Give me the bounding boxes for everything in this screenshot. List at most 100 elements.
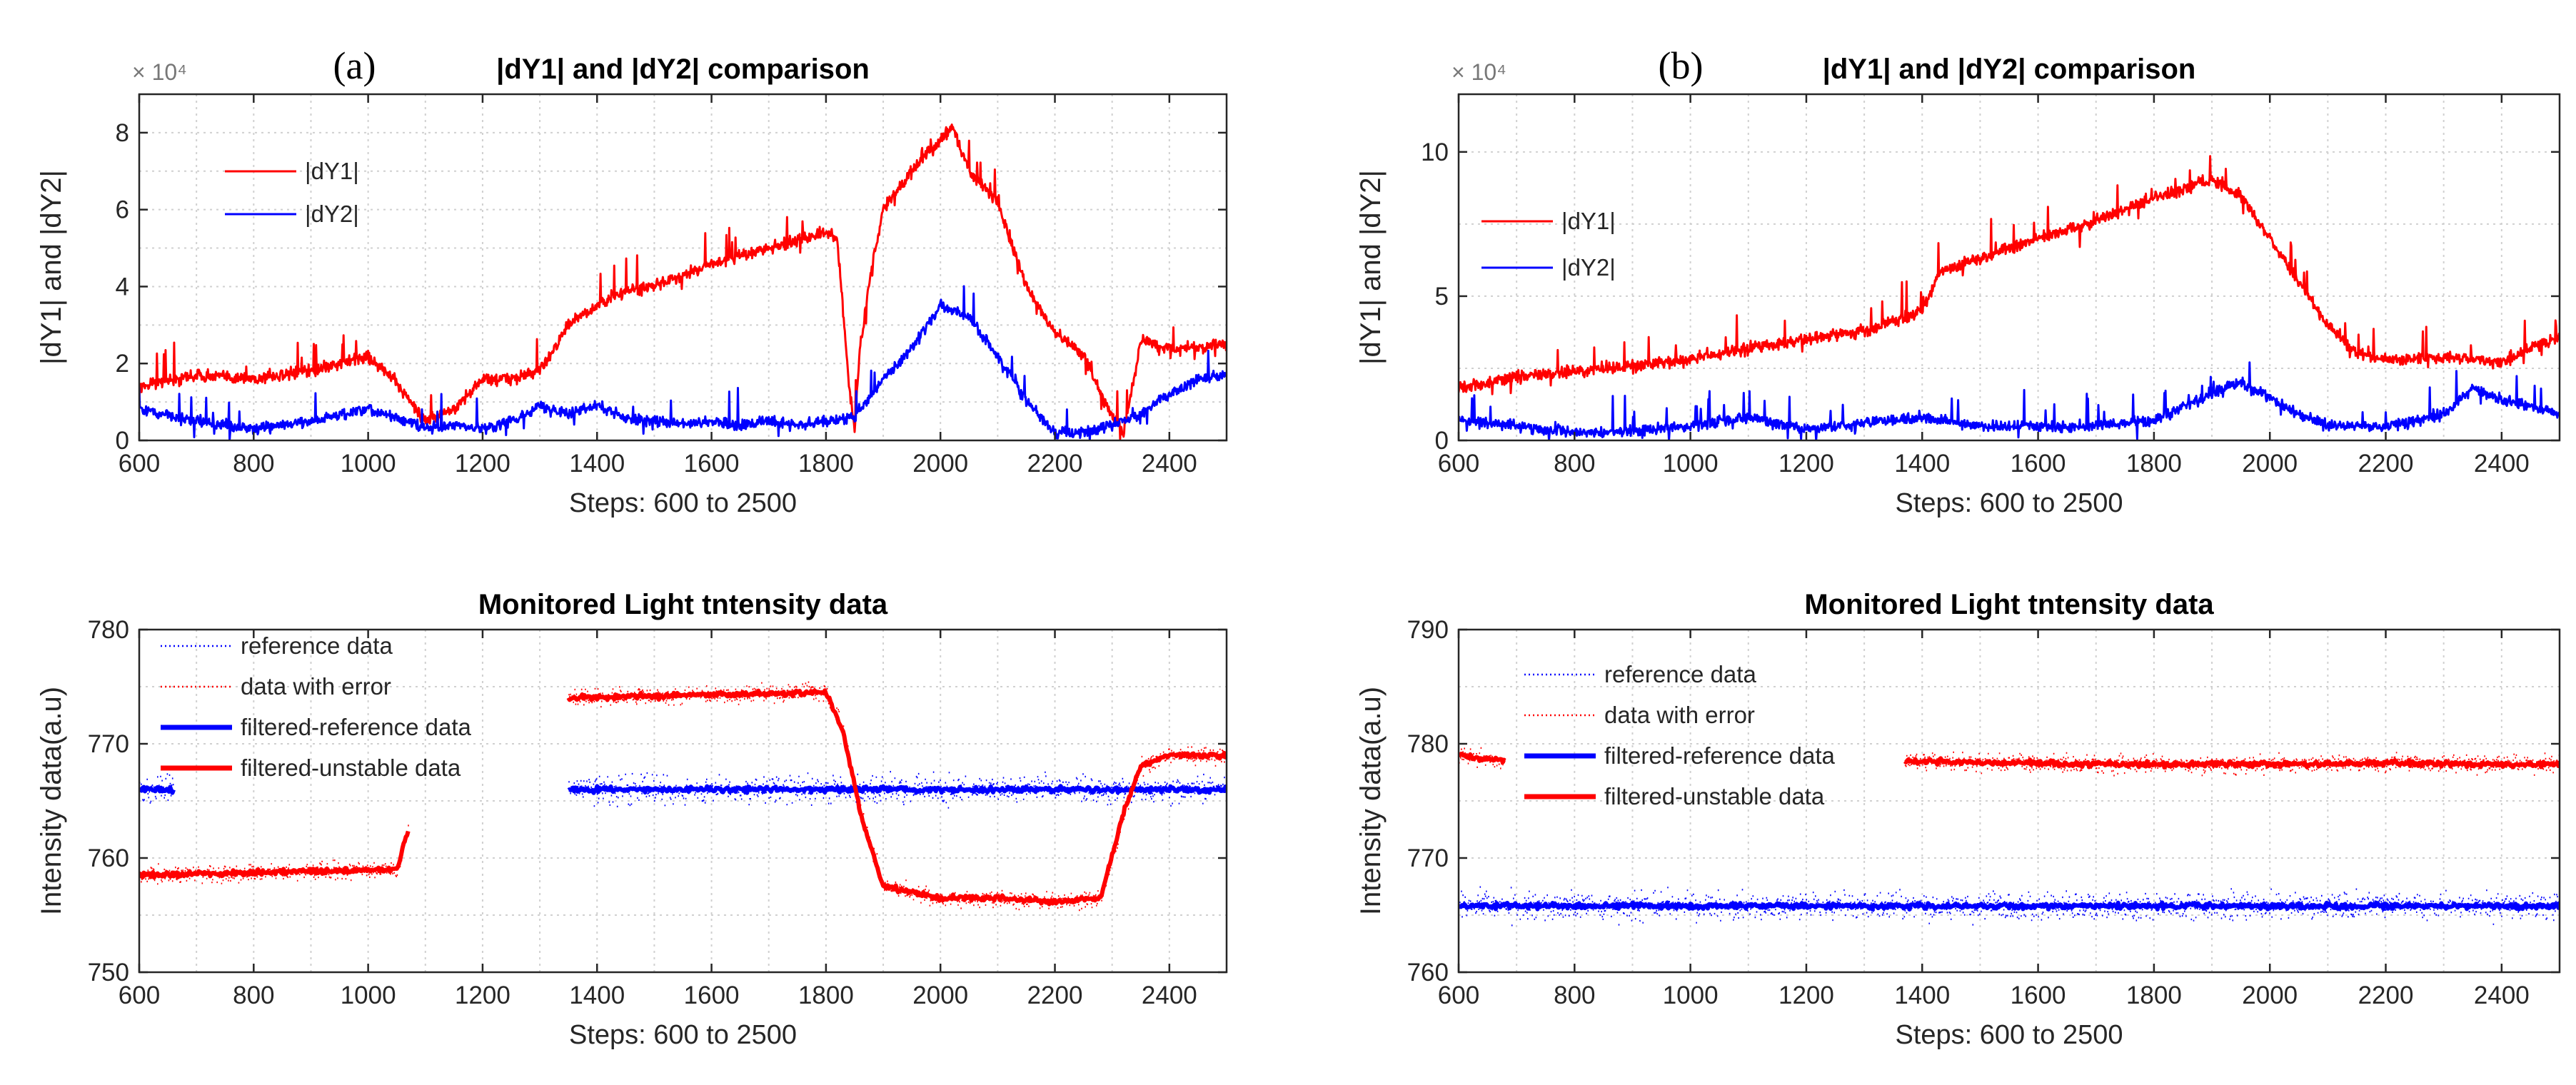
x-tick-label: 600 <box>119 450 160 478</box>
y-tick-label: 5 <box>1435 283 1449 311</box>
y-tick-label: 2 <box>116 350 129 378</box>
series-group <box>1459 747 2560 927</box>
legend-label: |dY1| <box>305 158 359 184</box>
legend-label: |dY2| <box>305 201 359 227</box>
panel-label: (b) <box>1659 44 1704 87</box>
y-tick-label: 750 <box>88 959 129 986</box>
legend: |dY1| |dY2| <box>225 158 359 227</box>
x-tick-label: 1800 <box>2126 450 2182 478</box>
y-tick-label: 780 <box>1407 730 1449 758</box>
x-tick-label: 600 <box>1438 450 1479 478</box>
x-tick-label: 2400 <box>2474 450 2530 478</box>
chart-a-top: 600 800 1000 1200 1400 1600 1800 2000 2200 2400 0 2… <box>36 44 1228 518</box>
x-tick-label: 800 <box>233 450 274 478</box>
y-axis-label: |dY1| and |dY2| <box>36 170 67 365</box>
chart-b-top: 600 800 1000 1200 1400 1600 1800 2000 2200 2400 0 5… <box>1355 44 2561 518</box>
legend-label: data with error <box>241 673 391 700</box>
y-tick-label: 760 <box>1407 959 1449 986</box>
x-tick-label: 1600 <box>684 981 740 1009</box>
y-tick-label: 780 <box>88 616 129 644</box>
series-dy2 <box>139 285 1227 440</box>
x-tick-label: 1000 <box>1663 981 1719 1009</box>
legend: reference data data with error filtered-re… <box>1524 661 1835 809</box>
legend: reference data data with error filtered-re… <box>161 632 471 781</box>
chart-b-bottom: 600 800 1000 1200 1400 1600 1800 2000 2200 2400 76… <box>1355 589 2561 1050</box>
y-axis-label: Intensity data(a.u) <box>36 687 67 915</box>
y-tick-label: 4 <box>116 273 129 301</box>
x-tick-label: 1200 <box>1778 981 1834 1009</box>
x-tick-label: 600 <box>1438 981 1479 1009</box>
x-tick-label: 1400 <box>569 450 625 478</box>
chart-title: Monitored Light tntensity data <box>1804 589 2214 620</box>
x-tick-label: 1000 <box>341 450 396 478</box>
x-tick-label: 1000 <box>1663 450 1719 478</box>
x-tick-label: 1000 <box>341 981 396 1009</box>
x-tick-label: 2000 <box>2242 981 2298 1009</box>
legend-label: filtered-unstable data <box>241 755 461 781</box>
x-tick-label: 1200 <box>1778 450 1834 478</box>
x-tick-label: 2200 <box>1027 450 1083 478</box>
x-tick-label: 2400 <box>1142 450 1197 478</box>
series-group <box>1459 155 2560 440</box>
x-axis-label: Steps: 600 to 2500 <box>1895 488 2123 518</box>
legend-label: filtered-unstable data <box>1604 783 1825 809</box>
y-tick-label: 0 <box>116 427 129 455</box>
x-tick-label: 1800 <box>2126 981 2182 1009</box>
y-tick-label: 770 <box>88 730 129 758</box>
series-filtered-unstable-data <box>566 688 1227 907</box>
legend-label: reference data <box>241 632 393 659</box>
x-tick-label: 1200 <box>455 981 510 1009</box>
y-tick-label: 8 <box>116 119 129 147</box>
x-tick-label: 1600 <box>684 450 740 478</box>
legend-label: |dY2| <box>1561 254 1616 281</box>
legend-label: filtered-reference data <box>1604 742 1835 769</box>
x-tick-label: 2200 <box>2358 981 2414 1009</box>
x-tick-label: 2200 <box>2358 450 2414 478</box>
series-filtered-reference-data <box>567 784 1227 795</box>
x-axis-label: Steps: 600 to 2500 <box>569 1020 797 1050</box>
chart-title: |dY1| and |dY2| comparison <box>496 54 870 85</box>
x-tick-label: 1800 <box>798 450 854 478</box>
x-tick-label: 800 <box>233 981 274 1009</box>
y-tick-label: 790 <box>1407 616 1449 644</box>
y-tick-label: 770 <box>1407 844 1449 872</box>
series-filtered-unstable-data <box>1903 756 2560 770</box>
x-tick-label: 600 <box>119 981 160 1009</box>
y-multiplier: × 10⁴ <box>132 59 187 85</box>
y-multiplier: × 10⁴ <box>1451 59 1506 85</box>
x-axis-label: Steps: 600 to 2500 <box>569 488 797 518</box>
x-tick-label: 2000 <box>912 981 968 1009</box>
legend-label: data with error <box>1604 702 1755 728</box>
legend-label: |dY1| <box>1561 208 1616 234</box>
x-tick-label: 1400 <box>569 981 625 1009</box>
x-tick-label: 2000 <box>2242 450 2298 478</box>
series-filtered-unstable-data <box>1459 752 1506 764</box>
x-tick-label: 1400 <box>1894 981 1950 1009</box>
y-tick-label: 760 <box>88 844 129 872</box>
axes-box <box>1457 93 2561 442</box>
x-tick-label: 2000 <box>912 450 968 478</box>
y-tick-label: 0 <box>1435 427 1449 455</box>
axes-box <box>1457 628 2561 974</box>
legend-label: filtered-reference data <box>241 714 471 740</box>
x-tick-label: 1600 <box>2011 450 2066 478</box>
series-group <box>139 123 1227 440</box>
y-axis-label: |dY1| and |dY2| <box>1355 170 1387 365</box>
x-tick-label: 1800 <box>798 981 854 1009</box>
panel-label: (a) <box>333 44 376 87</box>
y-tick-label: 10 <box>1421 138 1449 166</box>
x-tick-label: 800 <box>1554 981 1595 1009</box>
y-axis-label: Intensity data(a.u) <box>1355 687 1387 915</box>
series-filtered-unstable-data <box>139 830 411 880</box>
series-filtered-reference-data <box>1459 900 2560 912</box>
legend: |dY1| |dY2| <box>1481 208 1616 281</box>
series-dy2 <box>1459 361 2560 440</box>
chart-title: |dY1| and |dY2| comparison <box>1823 54 2196 85</box>
x-axis-label: Steps: 600 to 2500 <box>1895 1020 2123 1050</box>
legend-label: reference data <box>1604 661 1756 687</box>
y-tick-label: 6 <box>116 196 129 224</box>
series-dy1 <box>139 123 1227 440</box>
x-tick-label: 800 <box>1554 450 1595 478</box>
x-tick-label: 1600 <box>2011 981 2066 1009</box>
